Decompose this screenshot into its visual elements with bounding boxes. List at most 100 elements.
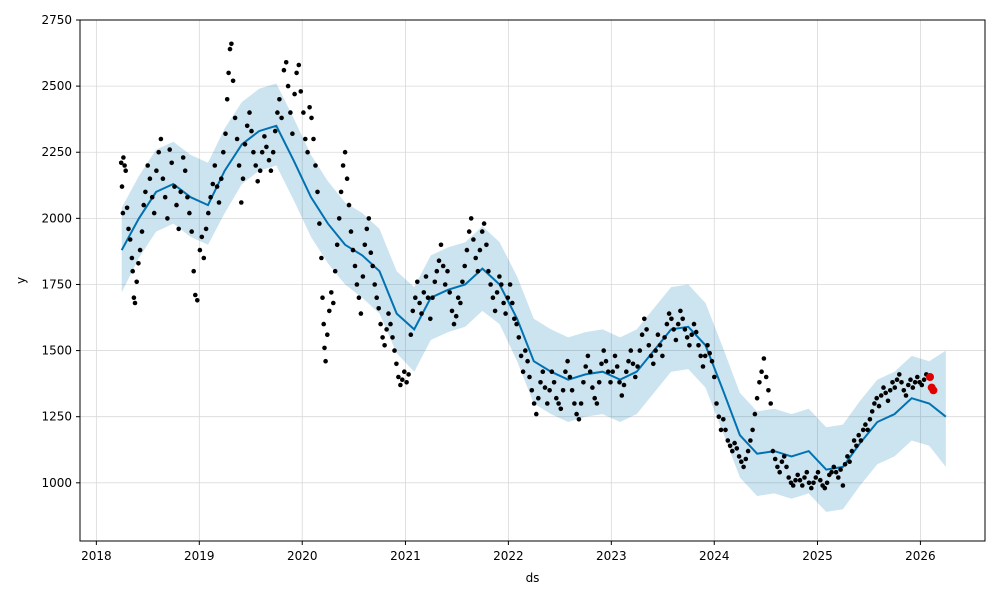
observed-point xyxy=(700,364,706,369)
observed-point xyxy=(894,377,900,383)
observed-point xyxy=(123,168,128,173)
observed-point xyxy=(281,67,287,73)
observed-point xyxy=(772,456,778,462)
observed-point xyxy=(234,136,240,142)
observed-point xyxy=(486,268,491,274)
observed-point xyxy=(592,395,597,401)
observed-point xyxy=(468,216,474,221)
observed-point xyxy=(497,274,502,279)
observed-point xyxy=(126,226,131,232)
observed-point xyxy=(408,332,414,338)
observed-point xyxy=(432,279,438,285)
observed-point xyxy=(118,160,124,166)
observed-point xyxy=(684,335,690,340)
observed-point xyxy=(887,388,893,393)
observed-point xyxy=(858,438,864,443)
observed-point xyxy=(251,149,256,155)
observed-point xyxy=(139,229,145,234)
observed-point xyxy=(471,237,476,242)
observed-point xyxy=(583,364,588,369)
observed-point xyxy=(350,247,356,253)
observed-point xyxy=(242,142,248,147)
observed-point xyxy=(664,321,670,327)
observed-point xyxy=(678,308,683,314)
observed-point xyxy=(863,422,868,427)
observed-point xyxy=(736,454,742,459)
observed-point xyxy=(534,411,539,417)
observed-point xyxy=(413,295,418,301)
observed-point xyxy=(394,361,399,367)
y-tick-label: 1500 xyxy=(41,344,72,358)
observed-point xyxy=(212,163,218,168)
observed-point xyxy=(154,168,159,173)
observed-point xyxy=(390,335,395,340)
observed-point xyxy=(635,364,640,369)
observed-point xyxy=(660,353,665,359)
observed-point xyxy=(386,311,391,316)
observed-point xyxy=(445,268,450,274)
observed-point xyxy=(236,163,242,168)
observed-point xyxy=(195,298,200,303)
observed-point xyxy=(795,472,800,478)
observed-point xyxy=(384,327,389,332)
observed-point xyxy=(666,311,672,316)
observed-point xyxy=(283,60,289,65)
observed-point xyxy=(556,401,561,406)
observed-point xyxy=(372,282,378,287)
observed-point xyxy=(518,353,524,359)
observed-point xyxy=(201,255,207,261)
observed-point xyxy=(547,388,552,393)
observed-point xyxy=(174,202,179,208)
observed-point xyxy=(768,401,773,406)
observed-point xyxy=(619,393,625,398)
observed-point xyxy=(479,229,485,234)
observed-point xyxy=(797,477,803,483)
observed-point xyxy=(750,427,755,433)
observed-point xyxy=(529,388,535,393)
observed-point xyxy=(601,348,606,353)
observed-point xyxy=(806,480,812,486)
observed-point xyxy=(294,70,299,76)
observed-point xyxy=(141,202,146,208)
y-tick-label: 1000 xyxy=(41,476,72,490)
observed-point xyxy=(327,308,332,314)
observed-point xyxy=(292,91,297,97)
observed-point xyxy=(702,353,708,359)
observed-point xyxy=(558,406,564,412)
observed-point xyxy=(197,247,203,253)
observed-point xyxy=(334,242,340,248)
observed-point xyxy=(624,369,629,375)
forecast-line-path xyxy=(120,124,947,471)
x-tick-label: 2024 xyxy=(699,549,730,563)
observed-point xyxy=(878,393,884,398)
observed-point xyxy=(210,181,216,187)
observed-point xyxy=(516,335,522,340)
observed-point xyxy=(193,292,198,298)
observed-point xyxy=(842,462,848,467)
observed-point xyxy=(644,327,649,332)
observed-point xyxy=(503,311,508,316)
observed-point xyxy=(264,144,269,150)
observed-point xyxy=(560,388,566,393)
observed-point xyxy=(551,380,557,385)
observed-point xyxy=(802,475,807,480)
observed-point xyxy=(705,343,710,348)
observed-point xyxy=(804,469,810,475)
observed-point xyxy=(596,380,602,385)
observed-point xyxy=(838,467,843,472)
observed-point xyxy=(449,308,455,314)
observed-point xyxy=(818,477,823,483)
observed-point xyxy=(590,385,595,390)
observed-point xyxy=(809,485,814,491)
observed-point xyxy=(481,221,487,226)
observed-point xyxy=(505,295,511,301)
observed-point xyxy=(908,377,913,383)
observed-point xyxy=(374,295,380,301)
observed-point xyxy=(921,377,927,383)
observed-point xyxy=(262,134,267,139)
observed-point xyxy=(176,226,181,232)
observed-point xyxy=(229,41,234,47)
observed-point xyxy=(423,274,429,279)
observed-point xyxy=(610,369,615,375)
